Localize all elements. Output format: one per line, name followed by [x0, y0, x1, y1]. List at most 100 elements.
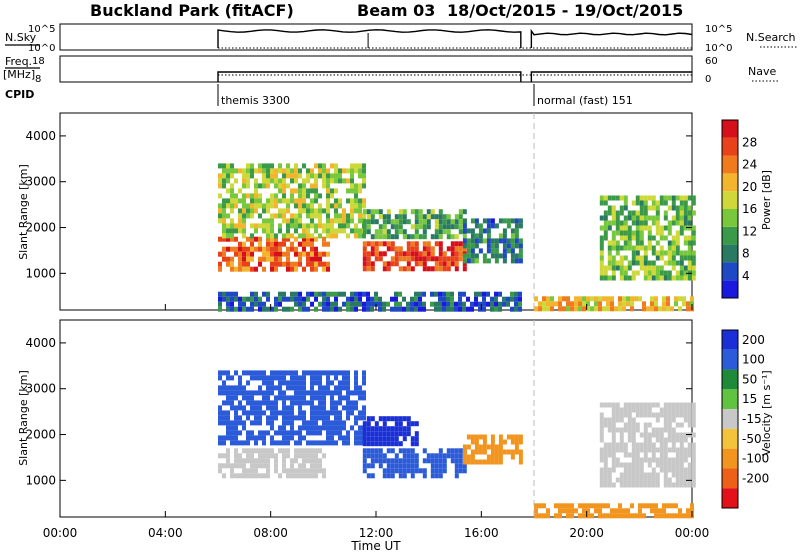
- cell-r4: [462, 238, 467, 244]
- cell-r4: [494, 223, 499, 229]
- cell-r5: [250, 306, 254, 312]
- cell-r5: [234, 291, 238, 297]
- cell-r1: [222, 198, 226, 204]
- cell-r2: [398, 463, 403, 469]
- cell-r7: [627, 235, 632, 241]
- cell-r0: [318, 458, 322, 464]
- cell-r1: [302, 425, 306, 431]
- cell-r6: [691, 462, 696, 468]
- cell-r1: [322, 168, 326, 174]
- cell-r1: [282, 168, 286, 174]
- cell-r1: [354, 208, 358, 214]
- cell-r1: [358, 440, 362, 446]
- cell-r4: [514, 243, 519, 249]
- cell-r0: [274, 453, 278, 459]
- cell-r4: [466, 258, 471, 264]
- cell-r1: [266, 168, 270, 174]
- cell-r1: [222, 213, 226, 219]
- cell-r1: [254, 435, 258, 441]
- cell-r3: [438, 209, 443, 215]
- cell-r6: [603, 422, 608, 428]
- cell-r3: [418, 209, 423, 215]
- cell-r1: [310, 173, 314, 179]
- cell-r1: [318, 208, 322, 214]
- cell-r1: [342, 178, 346, 184]
- cell-r2: [406, 463, 411, 469]
- cell-r1: [310, 425, 314, 431]
- cell-r0: [286, 251, 290, 257]
- cell-r7: [667, 260, 672, 266]
- cell-r6: [606, 306, 610, 312]
- cell-r3: [458, 214, 463, 220]
- cell-r5: [674, 513, 678, 519]
- cell-r6: [619, 417, 624, 423]
- cell-r7: [687, 260, 692, 266]
- cell-r1: [306, 440, 310, 446]
- cell-r6: [599, 427, 604, 433]
- cell-r6: [611, 437, 616, 443]
- cell-r1: [274, 203, 278, 209]
- cell-r0: [278, 261, 282, 267]
- cell-r0: [242, 463, 246, 469]
- cell-r2: [406, 453, 411, 459]
- xtick-label-1: 04:00: [148, 526, 183, 540]
- cell-r3: [402, 431, 407, 437]
- cell-r1: [274, 430, 278, 436]
- cell-r1: [274, 178, 278, 184]
- cell-r4: [518, 243, 523, 249]
- cell-r7: [663, 235, 668, 241]
- cell-r7: [659, 230, 664, 236]
- cell-r4: [478, 238, 483, 244]
- cell-r3: [398, 426, 403, 432]
- cell-r5: [406, 306, 410, 312]
- cell-r4: [498, 253, 503, 259]
- cell-r6: [659, 427, 664, 433]
- cell-r5: [586, 513, 590, 519]
- cell-r2: [454, 468, 459, 474]
- cell-r5: [262, 306, 266, 312]
- cell-r4: [498, 454, 503, 460]
- cell-r4: [486, 248, 491, 254]
- cell-r6: [679, 467, 684, 473]
- cell-r0: [226, 236, 230, 242]
- cell-r5: [334, 296, 338, 302]
- cell-r7: [655, 215, 660, 221]
- cell-r1: [342, 385, 346, 391]
- cell-r5: [618, 513, 622, 519]
- cell-r6: [679, 437, 684, 443]
- cell-r6: [651, 452, 656, 458]
- cell-r6: [623, 442, 628, 448]
- cell-r1: [238, 400, 242, 406]
- cell-r6: [675, 447, 680, 453]
- cell-r0: [278, 246, 282, 252]
- cell-r1: [262, 218, 266, 224]
- cell-r1: [234, 385, 238, 391]
- cell-r2: [450, 458, 455, 464]
- cell-r6: [666, 306, 670, 312]
- cell-r5: [218, 301, 222, 307]
- cell-r4: [518, 449, 523, 455]
- cell-r0: [246, 458, 250, 464]
- cell-r5: [498, 306, 502, 312]
- cell-r7: [667, 255, 672, 261]
- cell-r6: [619, 482, 624, 488]
- cell-r4: [474, 444, 479, 450]
- xtick-label-5: 20:00: [569, 526, 604, 540]
- cell-r1: [342, 425, 346, 431]
- cell-r6: [611, 417, 616, 423]
- cell-r1: [218, 440, 222, 446]
- cell-r1: [298, 380, 302, 386]
- cell-r7: [643, 270, 648, 276]
- noise-tick-low-left: 10^0: [28, 43, 55, 54]
- cell-r4: [490, 238, 495, 244]
- cell-r7: [599, 215, 604, 221]
- cell-r5: [218, 306, 222, 312]
- cell-r4: [462, 258, 467, 264]
- nave-tick-low: 0: [705, 74, 711, 85]
- cell-r2: [426, 251, 431, 257]
- cell-r1: [226, 390, 230, 396]
- cell-r1: [258, 410, 262, 416]
- cell-r1: [330, 440, 334, 446]
- cell-r5: [590, 513, 594, 519]
- cell-r1: [262, 395, 266, 401]
